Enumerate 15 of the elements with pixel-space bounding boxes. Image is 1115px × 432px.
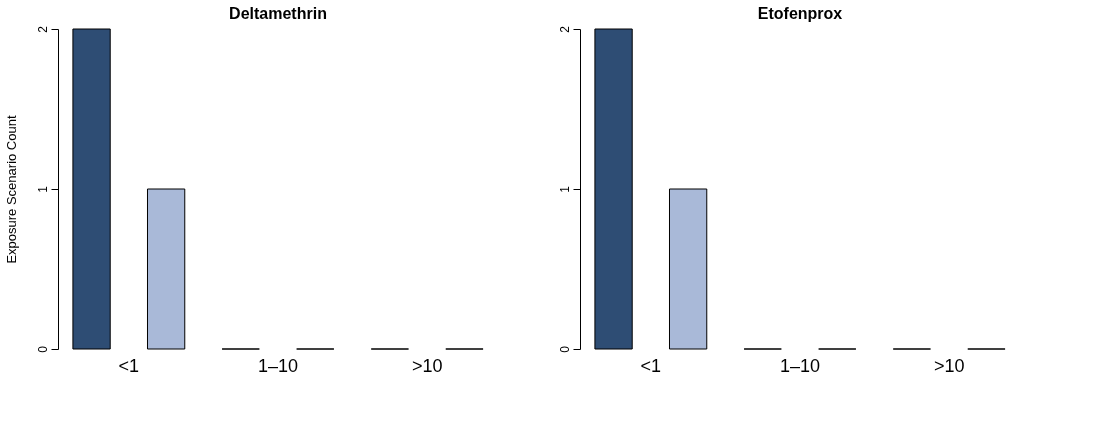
chart-title: Deltamethrin [229,4,327,22]
y-tick-label: 1 [557,185,572,193]
x-tick-label: <1 [640,355,662,376]
x-tick-label: >10 [933,355,965,376]
y-axis-title: Exposure Scenario Count [3,115,19,264]
x-tick-label: 1–10 [257,355,299,376]
x-tick-label: <1 [118,355,140,376]
y-tick-label: 0 [557,345,572,353]
y-tick-label: 2 [35,25,50,33]
y-tick-label: 1 [35,185,50,193]
x-tick-label: 1–10 [779,355,821,376]
chart-title: Etofenprox [757,4,843,22]
x-tick-label: >10 [411,355,443,376]
y-tick-label: 2 [557,25,572,33]
y-tick-label: 0 [35,345,50,353]
